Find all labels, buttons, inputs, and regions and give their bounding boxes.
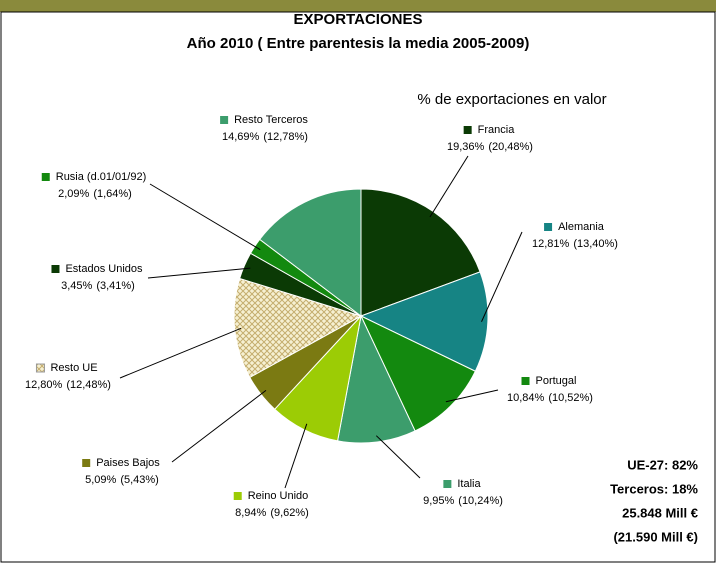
leader-line [149, 183, 261, 251]
leader-line [147, 267, 251, 279]
value-label: 14,69% (12,78%) [222, 131, 308, 143]
value-label: 12,81% (13,40%) [532, 238, 618, 250]
top-bar [0, 0, 716, 12]
leader-line [481, 231, 523, 322]
legend-label: Italia [457, 478, 481, 490]
media-label: (10,52%) [548, 392, 593, 404]
value-label: 2,09% [58, 188, 89, 200]
pie-slice [359, 314, 477, 432]
value-label: 3,45% [61, 280, 92, 292]
value-label: 9,95% [423, 495, 454, 507]
media-label: (20,48%) [488, 141, 533, 153]
legend-swatch [35, 363, 45, 373]
legend-swatch [443, 480, 452, 488]
legend-label: Portugal [536, 375, 577, 387]
value-label: 19,36% [447, 141, 485, 153]
legend-swatch [463, 126, 472, 134]
media-label: (13,40%) [573, 238, 618, 250]
value-label: 5,09% [85, 474, 116, 486]
value-label: 10,84% [507, 392, 545, 404]
value-label: 8,94% (9,62%) [235, 507, 309, 519]
value-label: 3,45% (3,41%) [61, 280, 135, 292]
value-label: 9,95% (10,24%) [423, 495, 503, 507]
media-label: (10,24%) [458, 495, 503, 507]
media-label: (5,43%) [120, 474, 159, 486]
legend-label: Rusia (d.01/01/92) [56, 171, 147, 183]
legend-swatch [82, 459, 91, 467]
legend-label: Francia [478, 124, 516, 136]
note: Terceros: 18% [610, 481, 698, 496]
chart-subtitle: Año 2010 ( Entre parentesis la media 200… [187, 35, 530, 52]
legend-label: Alemania [558, 221, 605, 233]
legend-label: Resto Terceros [234, 114, 308, 126]
leader-line [284, 423, 308, 489]
leader-line [445, 389, 499, 403]
leader-line [119, 327, 242, 379]
pie-slice [337, 314, 416, 444]
value-label: 12,80% [25, 379, 63, 391]
value-label: 12,81% [532, 238, 570, 250]
legend-label: Resto UE [50, 362, 97, 374]
legend-label: Estados Unidos [65, 263, 143, 275]
frame [0, 11, 716, 563]
leader-line [375, 435, 421, 479]
value-label: 14,69% [222, 131, 260, 143]
legend-swatch [233, 492, 242, 500]
media-label: (9,62%) [270, 507, 309, 519]
chart-title: EXPORTACIONES [294, 11, 423, 28]
value-label: 10,84% (10,52%) [507, 392, 593, 404]
media-label: (1,64%) [93, 188, 132, 200]
note: UE-27: 82% [627, 457, 698, 472]
legend-swatch [220, 116, 229, 124]
value-axis-label: % de exportaciones en valor [417, 91, 606, 108]
legend-swatch [521, 377, 530, 385]
pie-slice [233, 277, 363, 379]
leader-line [429, 155, 469, 218]
value-label: 2,09% (1,64%) [58, 188, 132, 200]
media-label: (3,41%) [96, 280, 135, 292]
value-label: 8,94% [235, 507, 266, 519]
legend-swatch [41, 173, 50, 181]
pie-slice [359, 271, 489, 372]
leader-line [171, 389, 267, 463]
note: (21.590 Mill €) [613, 529, 698, 544]
value-label: 19,36% (20,48%) [447, 141, 533, 153]
note: 25.848 Mill € [622, 505, 698, 520]
value-label: 5,09% (5,43%) [85, 474, 159, 486]
legend-label: Paises Bajos [96, 457, 160, 469]
legend-swatch [544, 223, 553, 231]
legend-swatch [51, 265, 60, 273]
media-label: (12,78%) [263, 131, 308, 143]
legend-label: Reino Unido [248, 490, 309, 502]
media-label: (12,48%) [66, 379, 111, 391]
value-label: 12,80% (12,48%) [25, 379, 111, 391]
pie-slice [259, 188, 362, 318]
